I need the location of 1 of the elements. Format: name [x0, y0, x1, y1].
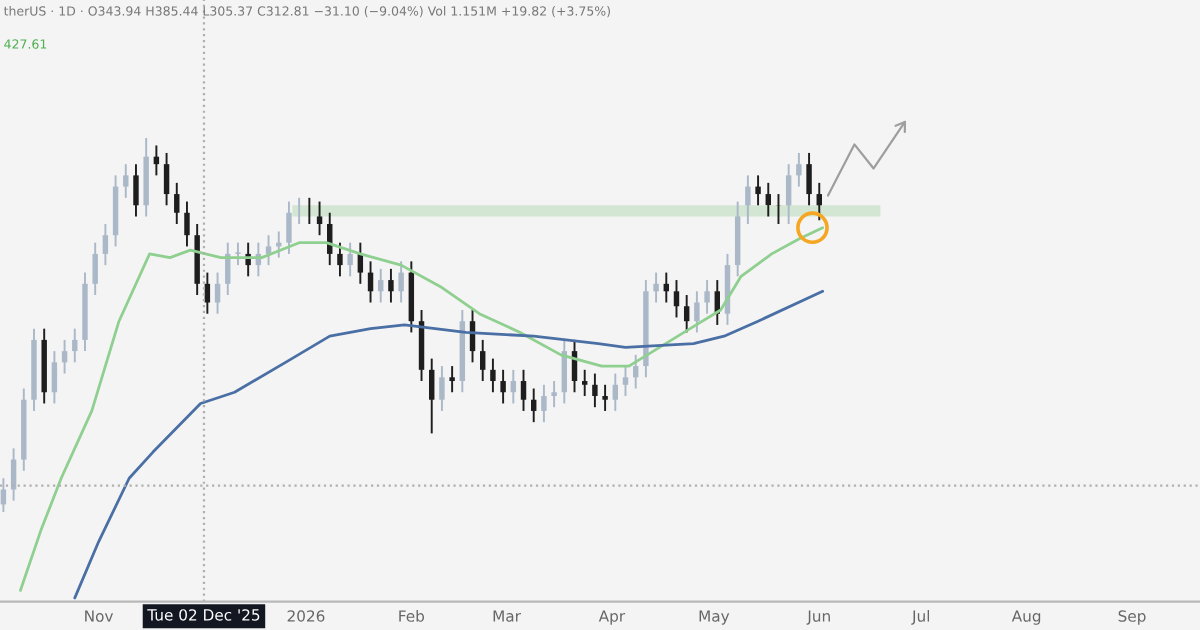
candlestick: [235, 241, 241, 267]
